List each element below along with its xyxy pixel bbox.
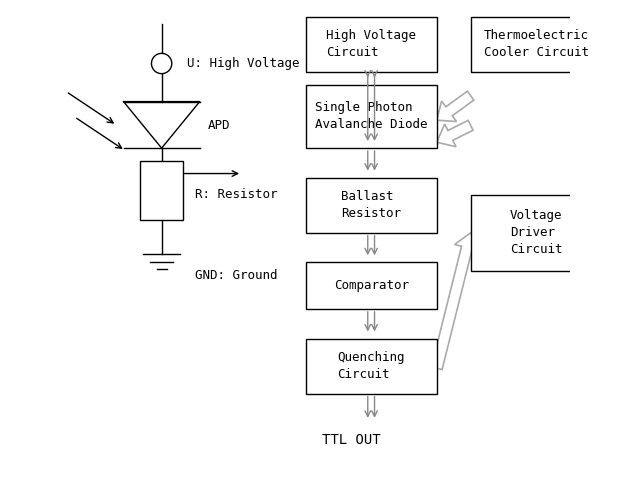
Text: Single Photon
Avalanche Diode: Single Photon Avalanche Diode bbox=[315, 102, 428, 132]
Text: Ballast
Resistor: Ballast Resistor bbox=[341, 191, 401, 220]
Bar bbox=[305, 84, 437, 148]
Text: R: Resistor: R: Resistor bbox=[196, 188, 278, 201]
Bar bbox=[141, 161, 183, 220]
Text: Comparator: Comparator bbox=[334, 279, 408, 292]
Text: APD: APD bbox=[208, 119, 231, 132]
Text: Voltage
Driver
Circuit: Voltage Driver Circuit bbox=[510, 209, 563, 256]
Text: GND: Ground: GND: Ground bbox=[196, 269, 278, 282]
Bar bbox=[471, 195, 602, 271]
FancyArrow shape bbox=[437, 120, 473, 147]
Bar bbox=[305, 178, 437, 233]
Text: High Voltage
Circuit: High Voltage Circuit bbox=[326, 29, 416, 59]
FancyArrow shape bbox=[431, 233, 479, 370]
Bar bbox=[305, 262, 437, 309]
Text: TTL OUT: TTL OUT bbox=[323, 433, 381, 447]
Text: Thermoelectric
Cooler Circuit: Thermoelectric Cooler Circuit bbox=[484, 29, 589, 59]
Bar bbox=[471, 17, 602, 72]
Text: Quenching
Circuit: Quenching Circuit bbox=[337, 351, 405, 381]
FancyArrow shape bbox=[437, 91, 474, 122]
Bar bbox=[305, 17, 437, 72]
Text: U: High Voltage: U: High Voltage bbox=[187, 57, 299, 70]
Bar bbox=[305, 339, 437, 394]
